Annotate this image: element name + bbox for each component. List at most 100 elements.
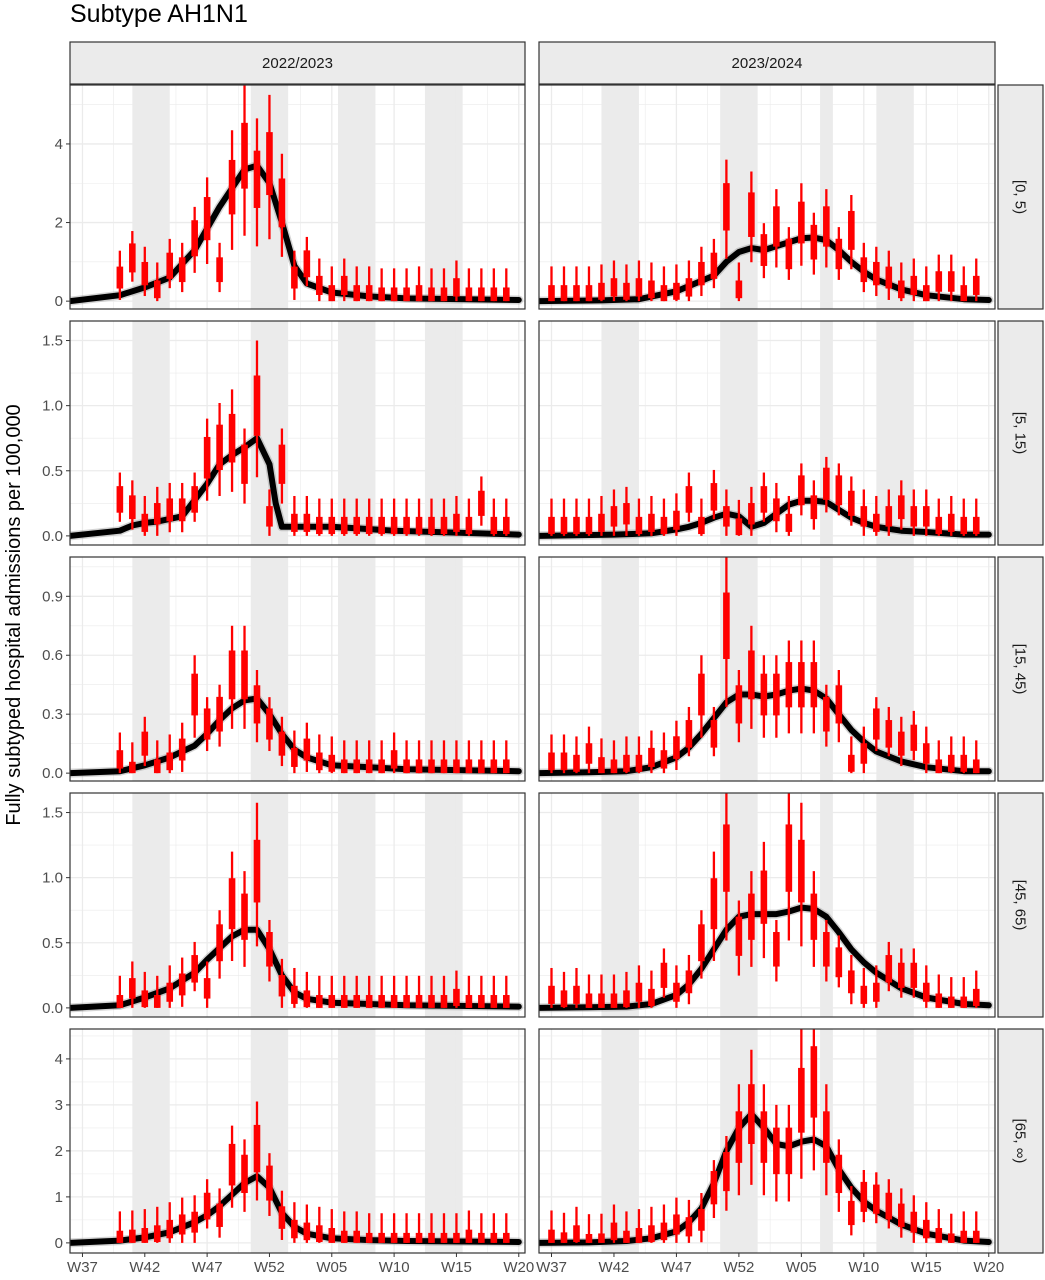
observed-box [660,516,668,535]
observed-box [960,285,968,302]
observed-box [228,1143,236,1186]
observed-box [560,990,568,1008]
observed-point [166,482,174,533]
observed-box [673,736,680,759]
column-strip-bg [69,41,526,85]
observed-box [922,285,930,302]
observed-box [191,1211,198,1233]
observed-point [216,1188,223,1238]
observed-box [378,995,385,1008]
observed-box [610,506,618,527]
observed-box [748,503,755,525]
observed-box [116,266,124,289]
observed-point [141,1209,149,1243]
observed-box [548,516,555,535]
observed-point [440,268,448,302]
observed-point [748,625,755,729]
observed-point [291,967,298,1008]
y-tick-label: 0.0 [42,1000,63,1017]
observed-box [773,932,780,967]
x-tick-label: W47 [192,1259,223,1276]
observed-box [735,518,743,536]
observed-box [278,975,286,997]
observed-box [490,287,498,302]
observed-box [440,287,448,302]
observed-point [228,625,236,729]
observed-point [635,1209,643,1243]
observed-point [648,730,655,774]
observed-box [241,444,248,484]
row-strip-label: [45, 65) [1012,880,1029,931]
observed-box [673,510,680,530]
holiday-shade [820,557,833,781]
observed-box [129,978,136,999]
observed-box [685,970,693,994]
observed-box [785,1127,793,1175]
observed-point [610,489,618,536]
observed-point [922,489,930,536]
observed-box [390,516,398,535]
observed-box [340,1230,348,1243]
observed-point [478,268,485,302]
observed-point [178,242,186,293]
observed-box [428,516,435,535]
y-tick-label: 0.9 [42,588,63,605]
observed-point [673,493,680,536]
observed-box [440,516,448,535]
observed-box [935,993,943,1008]
observed-box [166,752,174,771]
observed-box [353,285,361,302]
observed-box [453,278,460,297]
observed-point [178,1197,186,1243]
observed-point [365,498,373,536]
observed-point [885,250,893,300]
observed-box [328,516,336,535]
observed-box [835,1154,843,1194]
observed-point [390,498,398,536]
observed-point [548,967,555,1008]
observed-point [278,153,286,257]
observed-box [216,424,223,470]
panel-content [539,321,995,545]
observed-point [785,640,793,734]
observed-box [598,282,605,300]
observed-point [453,970,460,1008]
observed-box [823,932,830,967]
observed-point [141,246,149,297]
observed-point [685,472,693,522]
observed-box [635,278,643,297]
observed-box [873,261,880,286]
observed-box [116,750,124,769]
observed-box [810,224,818,260]
observed-box [340,275,348,295]
observed-point [835,227,843,280]
observed-point [773,189,780,268]
observed-box [773,206,780,247]
observed-point [848,736,855,774]
panel-2023-2024-0-5 [538,84,996,310]
observed-point [490,268,498,302]
observed-box [898,280,905,299]
observed-box [960,996,968,1008]
observed-box [216,696,223,732]
observed-box [129,243,136,273]
observed-box [685,720,693,748]
observed-box [228,878,236,930]
observed-point [191,472,198,522]
observed-box [685,1217,693,1237]
observed-point [548,266,555,302]
observed-point [241,428,248,504]
observed-point [203,961,211,1008]
observed-box [922,982,930,1002]
observed-box [648,747,655,767]
observed-box [253,150,261,208]
observed-point [378,740,385,774]
observed-box [598,1233,605,1243]
observed-point [710,1160,718,1219]
observed-box [623,1230,630,1243]
observed-box [465,287,473,302]
observed-point [873,965,880,1008]
observed-box [698,673,705,716]
observed-point [860,726,868,774]
observed-point [835,463,843,516]
